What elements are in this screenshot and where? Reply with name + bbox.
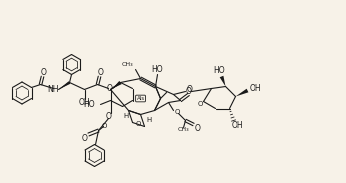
Text: OH: OH — [250, 84, 261, 93]
Text: O: O — [186, 85, 192, 94]
Text: CH₃: CH₃ — [178, 127, 189, 132]
Text: O: O — [82, 134, 88, 143]
Text: OH: OH — [232, 121, 243, 130]
Text: HO: HO — [214, 66, 225, 75]
Text: O: O — [136, 122, 141, 128]
Polygon shape — [112, 81, 122, 89]
Text: O: O — [40, 68, 46, 77]
Text: HO: HO — [83, 100, 94, 109]
Text: O: O — [185, 87, 191, 96]
Text: O: O — [198, 100, 203, 107]
Text: NH: NH — [47, 85, 58, 94]
Text: O: O — [98, 68, 103, 77]
Text: H: H — [146, 117, 151, 124]
Text: HO: HO — [152, 65, 163, 74]
Polygon shape — [236, 89, 248, 96]
Text: O: O — [106, 112, 111, 121]
Text: Als: Als — [136, 96, 145, 101]
Polygon shape — [58, 81, 70, 89]
Text: CH₃: CH₃ — [122, 62, 134, 67]
Text: O: O — [175, 109, 180, 115]
Polygon shape — [220, 76, 226, 87]
Text: OH: OH — [79, 98, 90, 107]
Text: O: O — [102, 122, 107, 128]
Text: H: H — [123, 113, 128, 119]
Text: O: O — [194, 124, 200, 133]
Text: O: O — [107, 84, 112, 93]
